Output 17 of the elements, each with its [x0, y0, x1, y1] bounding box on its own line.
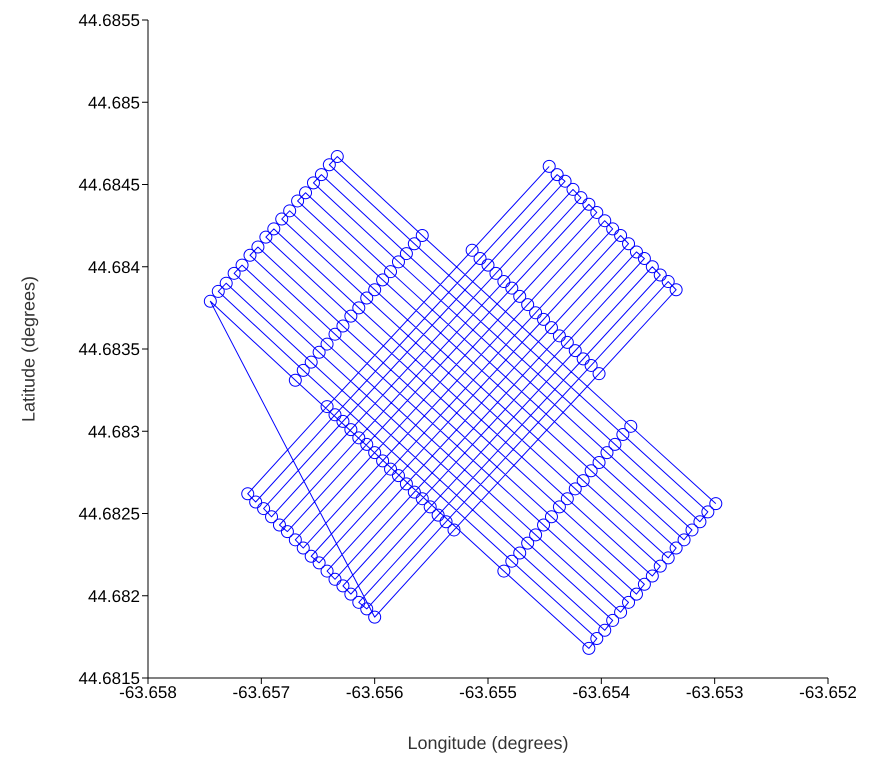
- y-tick-label: 44.6845: [78, 176, 140, 195]
- y-tick-label: 44.6855: [78, 11, 140, 30]
- x-tick-label: -63.658: [119, 683, 177, 702]
- y-tick-label: 44.685: [88, 93, 140, 112]
- x-tick-label: -63.653: [686, 683, 744, 702]
- y-axis-title: Latitude (degrees): [18, 276, 38, 422]
- y-tick-label: 44.6825: [78, 504, 140, 524]
- y-tick-label: 44.684: [88, 258, 140, 277]
- y-tick-label: 44.683: [88, 422, 140, 442]
- y-tick-label: 44.682: [88, 586, 140, 606]
- x-tick-label: -63.657: [232, 683, 290, 702]
- x-tick-label: -63.655: [459, 683, 517, 702]
- x-tick-label: -63.656: [346, 683, 404, 702]
- x-tick-label: -63.654: [572, 683, 630, 702]
- y-tick-label: 44.6835: [78, 340, 140, 360]
- x-axis-title: Longitude (degrees): [407, 732, 569, 753]
- x-tick-label: -63.652: [799, 683, 857, 702]
